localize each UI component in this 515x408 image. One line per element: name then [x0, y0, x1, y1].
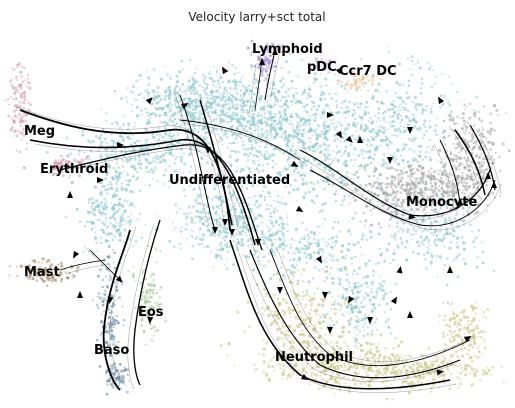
cluster-label-monocyte: Monocyte — [406, 195, 477, 210]
cluster-label-lymphoid: Lymphoid — [252, 42, 323, 57]
cluster-label-pdc: pDC — [307, 60, 337, 75]
velocity-arrowhead — [335, 67, 343, 75]
streamline — [229, 239, 451, 390]
velocity-arrowhead — [212, 227, 218, 234]
chart-title: Velocity larry+sct total — [188, 10, 325, 24]
velocity-arrowhead — [97, 177, 104, 183]
cluster-eos-points — [128, 244, 168, 346]
velocity-arrowhead — [407, 127, 413, 134]
velocity-arrowhead — [107, 296, 114, 304]
streamline-thin — [275, 245, 477, 362]
streamline — [59, 259, 106, 271]
velocity-arrowhead — [396, 266, 403, 274]
velocity-arrowhead — [290, 160, 299, 167]
velocity-arrowhead — [447, 266, 453, 273]
streamline — [439, 139, 461, 206]
streamline-thin — [173, 90, 210, 227]
velocity-arrowhead — [73, 250, 80, 259]
velocity-arrowhead — [390, 296, 397, 305]
velocity-arrowhead — [357, 136, 363, 143]
velocity-arrowhead — [229, 229, 235, 236]
velocity-arrowhead — [180, 103, 189, 110]
cluster-monocyte-points — [323, 99, 511, 236]
velocity-arrowhead — [491, 181, 497, 188]
velocity-arrowhead — [67, 191, 73, 198]
velocity-arrowhead — [147, 316, 154, 324]
cluster-erythroid-points — [43, 155, 89, 179]
streamline-thin — [13, 105, 225, 227]
velocity-arrowhead — [335, 130, 342, 139]
velocity-arrowhead — [277, 287, 283, 294]
streamline-thin — [475, 128, 502, 195]
cell-points — [3, 39, 511, 401]
velocity-arrows — [67, 48, 497, 380]
streamline — [179, 119, 301, 161]
streamline — [454, 129, 486, 196]
cluster-labels: Lymphoid pDC Ccr7 DC Meg Erythroid Undifferen… — [24, 42, 477, 365]
velocity-arrowhead — [295, 205, 304, 212]
streamline — [179, 94, 216, 231]
streamline — [59, 144, 263, 251]
streamline-thin — [185, 123, 307, 165]
velocity-streamlines — [13, 45, 502, 393]
streamline-thin — [53, 148, 257, 255]
streamline-thin — [205, 103, 239, 230]
streamline — [269, 249, 471, 367]
velocity-arrowhead — [300, 373, 309, 380]
velocity-arrowhead — [485, 172, 491, 179]
streamline-thin — [127, 223, 155, 390]
cluster-label-baso: Baso — [94, 343, 129, 358]
streamline — [249, 249, 461, 379]
velocity-arrowhead — [145, 97, 153, 105]
streamline — [29, 139, 256, 246]
streamline-thin — [248, 63, 257, 115]
velocity-arrowhead — [327, 327, 333, 334]
velocity-arrowhead — [327, 112, 334, 118]
streamline-thin — [243, 253, 455, 382]
cluster-label-meg: Meg — [24, 124, 55, 139]
velocity-arrowhead — [348, 295, 355, 304]
cluster-mast-points — [8, 257, 80, 287]
velocity-arrowhead — [463, 336, 472, 343]
velocity-arrowhead — [367, 317, 373, 324]
streamline-thin — [109, 225, 137, 387]
streamline-thin — [448, 125, 480, 192]
velocity-arrowhead — [222, 66, 229, 75]
velocity-arrowhead — [117, 142, 124, 148]
velocity-arrowhead — [205, 147, 211, 154]
streamline — [102, 229, 131, 391]
streamline — [133, 219, 161, 386]
velocity-arrowhead — [259, 58, 265, 65]
streamline — [199, 99, 233, 226]
cluster-label-ccr7-dc: Ccr7 DC — [339, 64, 397, 79]
cluster-label-neutrophil: Neutrophil — [275, 350, 353, 365]
velocity-arrowhead — [407, 311, 413, 318]
velocity-arrowhead — [345, 135, 353, 143]
streamline — [309, 169, 496, 227]
cluster-label-undifferentiated: Undifferentiated — [169, 173, 290, 188]
velocity-arrowhead — [457, 198, 463, 205]
velocity-arrowhead — [272, 48, 278, 55]
velocity-arrowhead — [77, 291, 83, 298]
velocity-arrowhead — [387, 157, 393, 164]
cluster-label-mast: Mast — [24, 265, 60, 280]
cluster-ccr7-dc-points — [337, 70, 384, 92]
streamline-thin — [65, 263, 112, 275]
velocity-arrowhead — [222, 219, 228, 226]
velocity-arrowhead — [315, 255, 322, 264]
cluster-label-erythroid: Erythroid — [40, 162, 108, 177]
cluster-baso-points — [91, 226, 130, 396]
velocity-arrowhead — [115, 275, 123, 283]
velocity-arrowhead — [255, 239, 261, 246]
cluster-pdc-points — [313, 55, 337, 76]
velocity-arrowhead — [436, 369, 444, 376]
velocity-arrowhead — [408, 213, 416, 220]
cluster-meg-points — [3, 62, 37, 170]
cluster-undifferentiated-points — [26, 44, 496, 352]
streamline-thin — [270, 45, 282, 97]
cluster-label-eos: Eos — [138, 305, 164, 320]
velocity-arrowhead — [322, 292, 328, 299]
velocity-arrowhead — [438, 96, 445, 105]
